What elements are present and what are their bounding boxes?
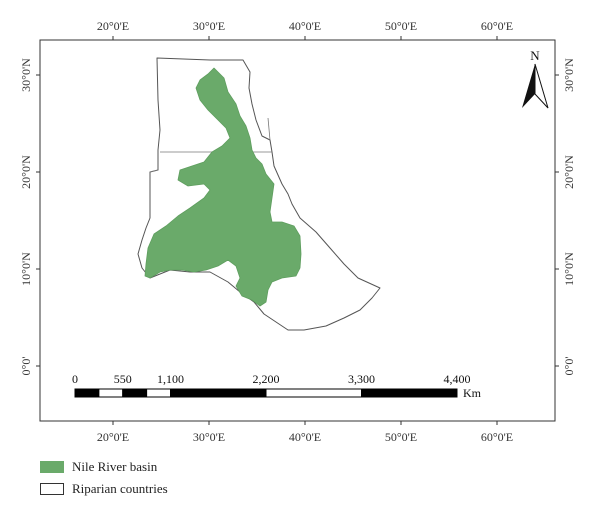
lat-label-left: 20°0'N <box>19 155 33 189</box>
lon-label-top: 60°0'E <box>481 19 513 33</box>
lat-label-right: 20°0'N <box>562 155 576 189</box>
legend-label-basin: Nile River basin <box>72 459 158 474</box>
scale-bar-segment <box>146 388 171 398</box>
lon-label-top: 40°0'E <box>289 19 321 33</box>
nile-basin-area <box>144 67 302 307</box>
scale-bar-segment <box>98 388 124 398</box>
scale-bar-segment <box>265 388 362 398</box>
legend-swatch-basin <box>40 461 64 473</box>
lon-label-top: 20°0'E <box>97 19 129 33</box>
lat-label-left: 0°0' <box>19 357 33 376</box>
lon-label-bottom: 30°0'E <box>193 430 225 444</box>
lon-label-top: 30°0'E <box>193 19 225 33</box>
north-arrow-icon <box>522 63 549 109</box>
lat-label-right: 30°0'N <box>562 58 576 92</box>
scale-bar-label: 0 <box>72 372 78 386</box>
legend-item-basin: Nile River basin <box>40 456 168 478</box>
legend-item-countries: Riparian countries <box>40 478 168 500</box>
scale-bar-unit: Km <box>463 386 482 400</box>
scale-bar-segment <box>74 388 100 398</box>
scale-bar-segment <box>361 388 458 398</box>
lon-label-bottom: 40°0'E <box>289 430 321 444</box>
scale-bar-label: 2,200 <box>253 372 280 386</box>
scale-bar-label: 550 <box>114 372 132 386</box>
scale-bar-label: 3,300 <box>348 372 375 386</box>
lon-label-bottom: 20°0'E <box>97 430 129 444</box>
lon-label-bottom: 60°0'E <box>481 430 513 444</box>
frame-ticks <box>36 36 559 425</box>
lon-label-top: 50°0'E <box>385 19 417 33</box>
scale-bar-label: 4,400 <box>444 372 471 386</box>
legend: Nile River basin Riparian countries <box>40 456 168 500</box>
scale-bar-segment <box>122 388 148 398</box>
north-label: N <box>530 48 540 63</box>
lon-label-bottom: 50°0'E <box>385 430 417 444</box>
lat-label-left: 10°0'N <box>19 252 33 286</box>
lat-label-right: 10°0'N <box>562 252 576 286</box>
scale-bar-segment <box>170 388 267 398</box>
lat-label-left: 30°0'N <box>19 58 33 92</box>
legend-swatch-countries <box>40 483 64 495</box>
lat-label-right: 0°0' <box>562 357 576 376</box>
scale-bar-label: 1,100 <box>157 372 184 386</box>
legend-label-countries: Riparian countries <box>72 481 168 496</box>
